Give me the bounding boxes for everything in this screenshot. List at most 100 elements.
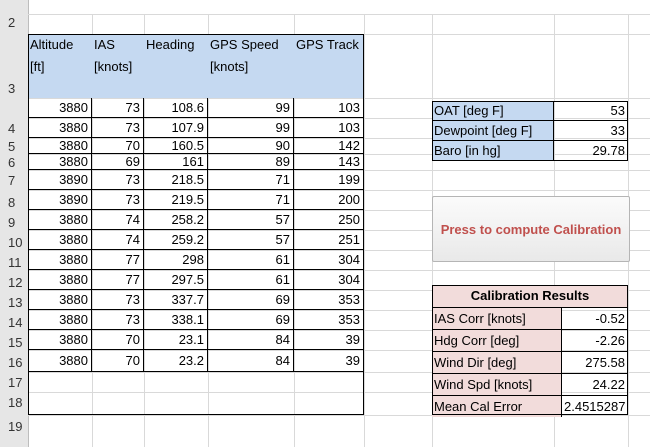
data-cell[interactable]: 3880 [28, 98, 92, 118]
header-gps-speed[interactable]: GPS Speed [knots] [208, 34, 294, 98]
compute-calibration-button[interactable]: Press to compute Calibration [432, 196, 630, 262]
result-label[interactable]: IAS Corr [knots] [432, 307, 562, 329]
row-number[interactable]: 19 [8, 419, 23, 434]
row-number[interactable]: 18 [8, 395, 23, 410]
data-cell[interactable]: 61 [208, 250, 294, 270]
data-cell[interactable]: 108.6 [144, 98, 208, 118]
data-cell[interactable]: 338.1 [144, 310, 208, 330]
data-cell[interactable]: 69 [208, 290, 294, 310]
data-cell[interactable]: 3880 [28, 138, 92, 154]
result-value[interactable]: 2.4515287 [562, 395, 628, 417]
data-cell[interactable]: 74 [92, 210, 144, 230]
data-cell[interactable]: 353 [294, 290, 364, 310]
result-label[interactable]: Hdg Corr [deg] [432, 329, 562, 351]
data-cell[interactable]: 161 [144, 154, 208, 170]
row-number[interactable]: 17 [8, 375, 23, 390]
row-number[interactable]: 7 [8, 173, 16, 188]
data-cell[interactable]: 84 [208, 330, 294, 350]
data-cell[interactable]: 3880 [28, 118, 92, 138]
data-cell[interactable]: 3880 [28, 230, 92, 250]
data-cell[interactable]: 69 [92, 154, 144, 170]
result-label[interactable]: Wind Spd [knots] [432, 373, 562, 395]
condition-value[interactable]: 29.78 [592, 143, 625, 158]
data-cell[interactable]: 61 [208, 270, 294, 290]
data-cell[interactable]: 73 [92, 290, 144, 310]
result-value[interactable]: 275.58 [562, 351, 628, 373]
data-cell[interactable]: 259.2 [144, 230, 208, 250]
header-altitude[interactable]: Altitude [ft] [28, 34, 92, 98]
row-number[interactable]: 5 [8, 139, 16, 154]
data-cell[interactable]: 107.9 [144, 118, 208, 138]
result-label[interactable]: Mean Cal Error [432, 395, 562, 417]
row-number[interactable]: 13 [8, 295, 23, 310]
header-ias[interactable]: IAS [knots] [92, 34, 144, 98]
row-number[interactable]: 3 [8, 81, 16, 96]
row-number[interactable]: 16 [8, 355, 23, 370]
data-cell[interactable]: 199 [294, 170, 364, 190]
condition-label[interactable]: Dewpoint [deg F] [432, 121, 554, 141]
header-gps-track[interactable]: GPS Track [294, 34, 364, 98]
result-value[interactable]: -0.52 [562, 307, 628, 329]
data-cell[interactable]: 23.1 [144, 330, 208, 350]
data-cell[interactable]: 3880 [28, 210, 92, 230]
header-heading[interactable]: Heading [144, 34, 208, 98]
row-number[interactable]: 4 [8, 121, 16, 136]
data-cell[interactable]: 218.5 [144, 170, 208, 190]
data-cell[interactable]: 71 [208, 170, 294, 190]
data-cell[interactable]: 84 [208, 350, 294, 372]
data-cell[interactable]: 73 [92, 118, 144, 138]
data-cell[interactable]: 70 [92, 138, 144, 154]
data-cell[interactable]: 99 [208, 98, 294, 118]
data-cell[interactable]: 3890 [28, 170, 92, 190]
data-cell[interactable]: 353 [294, 310, 364, 330]
data-cell[interactable]: 39 [294, 350, 364, 372]
result-value[interactable]: 24.22 [562, 373, 628, 395]
data-cell[interactable]: 39 [294, 330, 364, 350]
data-cell[interactable]: 57 [208, 230, 294, 250]
result-value[interactable]: -2.26 [562, 329, 628, 351]
row-number[interactable]: 6 [8, 155, 16, 170]
data-cell[interactable]: 73 [92, 98, 144, 118]
data-cell[interactable]: 77 [92, 270, 144, 290]
data-cell[interactable]: 298 [144, 250, 208, 270]
data-cell[interactable]: 69 [208, 310, 294, 330]
result-label[interactable]: Wind Dir [deg] [432, 351, 562, 373]
data-cell[interactable]: 143 [294, 154, 364, 170]
data-cell[interactable]: 337.7 [144, 290, 208, 310]
data-cell[interactable]: 71 [208, 190, 294, 210]
data-cell[interactable]: 3880 [28, 330, 92, 350]
data-cell[interactable]: 304 [294, 250, 364, 270]
data-cell[interactable]: 304 [294, 270, 364, 290]
row-number[interactable]: 9 [8, 215, 16, 230]
data-cell[interactable]: 73 [92, 190, 144, 210]
data-cell[interactable]: 3880 [28, 350, 92, 372]
data-cell[interactable]: 70 [92, 350, 144, 372]
row-number[interactable]: 8 [8, 195, 16, 210]
data-cell[interactable]: 251 [294, 230, 364, 250]
row-number[interactable]: 15 [8, 335, 23, 350]
data-cell[interactable]: 90 [208, 138, 294, 154]
data-cell[interactable]: 73 [92, 170, 144, 190]
data-cell[interactable]: 3880 [28, 290, 92, 310]
data-cell[interactable]: 3880 [28, 310, 92, 330]
row-number[interactable]: 12 [8, 275, 23, 290]
data-cell[interactable]: 77 [92, 250, 144, 270]
data-cell[interactable]: 74 [92, 230, 144, 250]
data-cell[interactable]: 23.2 [144, 350, 208, 372]
data-cell[interactable]: 142 [294, 138, 364, 154]
data-cell[interactable]: 297.5 [144, 270, 208, 290]
data-cell[interactable]: 160.5 [144, 138, 208, 154]
data-cell[interactable]: 70 [92, 330, 144, 350]
data-cell[interactable]: 3880 [28, 154, 92, 170]
data-cell[interactable]: 250 [294, 210, 364, 230]
row-number[interactable]: 2 [8, 15, 16, 30]
row-number[interactable]: 11 [8, 255, 22, 270]
data-cell[interactable]: 73 [92, 310, 144, 330]
data-cell[interactable]: 219.5 [144, 190, 208, 210]
data-cell[interactable]: 103 [294, 98, 364, 118]
data-cell[interactable]: 103 [294, 118, 364, 138]
data-cell[interactable]: 57 [208, 210, 294, 230]
condition-label[interactable]: OAT [deg F] [432, 101, 554, 121]
row-number[interactable]: 10 [8, 235, 23, 250]
data-cell[interactable]: 3890 [28, 190, 92, 210]
